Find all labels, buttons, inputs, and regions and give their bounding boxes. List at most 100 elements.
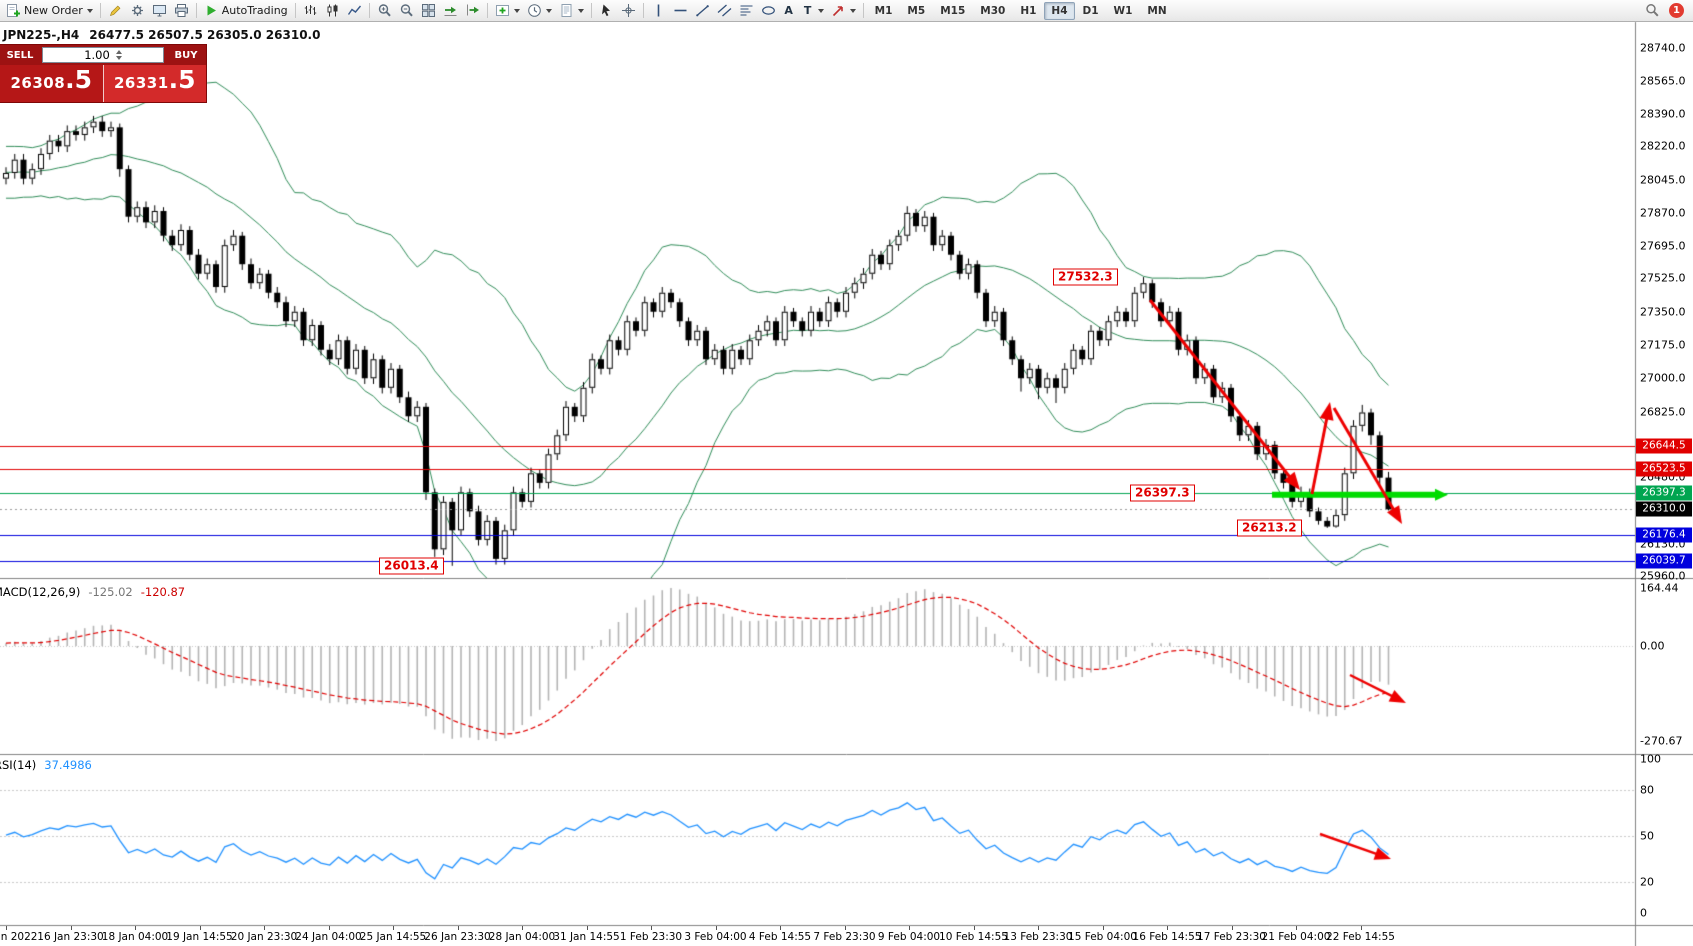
vertical-line-button[interactable] [648, 1, 669, 20]
rsi-value: 37.4986 [44, 758, 92, 772]
candlesticks-button[interactable] [322, 1, 343, 20]
line-chart-icon [347, 5, 361, 15]
toolbar-separator [590, 3, 592, 18]
buy-price: 26331 [113, 74, 169, 92]
new-order-button[interactable]: New Order [3, 1, 96, 20]
timeframe-toolbar: M1 M5 M15 M30 H1 H4 D1 W1 MN [868, 1, 1174, 20]
periods-button[interactable] [524, 1, 555, 20]
chart-shift-icon [466, 4, 479, 16]
text-label-icon: T [803, 4, 812, 17]
arrow-object-icon [832, 6, 843, 17]
timeframe-m30-button[interactable]: M30 [980, 4, 1006, 17]
horizontal-line-icon [674, 9, 687, 12]
indicators-button[interactable] [492, 1, 523, 20]
zoom-out-button[interactable] [396, 1, 417, 20]
timeframe-m15-button[interactable]: M15 [940, 4, 966, 17]
line-chart-button[interactable] [344, 1, 365, 20]
text-icon: A [784, 4, 793, 17]
zoom-out-icon [400, 4, 413, 17]
timeframe-mn-button[interactable]: MN [1147, 4, 1167, 17]
chart-shift-button[interactable] [462, 1, 483, 20]
trendline-icon [695, 5, 709, 17]
spinner-down-icon[interactable] [115, 56, 122, 60]
monitor-icon [152, 5, 166, 17]
ellipse-icon [761, 6, 775, 15]
cursor-icon [601, 4, 610, 17]
timeframe-h1-button[interactable]: H1 [1020, 4, 1037, 17]
chevron-down-icon [817, 8, 824, 13]
autotrading-button[interactable]: AutoTrading [201, 1, 291, 20]
toolbar-separator [294, 3, 296, 18]
volume-field[interactable]: 1.00 [42, 47, 164, 63]
new-order-label: New Order [24, 4, 83, 17]
macd-main-value: -125.02 [88, 585, 133, 599]
macd-indicator-header: MACD(12,26,9) -125.02 -120.87 [0, 585, 185, 599]
rsi-indicator-header: RSI(14) 37.4986 [0, 758, 92, 772]
timeframe-m1-button[interactable]: M1 [874, 4, 893, 17]
text-button[interactable]: A [780, 1, 798, 20]
tile-windows-button[interactable] [418, 1, 439, 20]
toolbar: New Order AutoTrading [0, 0, 1693, 22]
spinner-up-icon[interactable] [115, 50, 122, 54]
vertical-line-icon [657, 4, 659, 17]
trade-panel-prices: 26308.5 26331.5 [0, 65, 206, 102]
auto-scroll-button[interactable] [440, 1, 461, 20]
volume-spinner[interactable] [115, 50, 122, 60]
chevron-down-icon [849, 8, 856, 13]
macd-signal-value: -120.87 [140, 585, 186, 599]
bars-chart-button[interactable] [300, 1, 321, 20]
shapes-button[interactable] [758, 1, 779, 20]
channel-icon [717, 4, 732, 17]
fibonacci-button[interactable] [736, 1, 757, 20]
sell-button[interactable]: 26308.5 [0, 65, 104, 102]
toolbar-separator [99, 3, 101, 18]
candlestick-icon [327, 4, 338, 17]
clock-icon [527, 4, 541, 17]
options-button[interactable] [127, 1, 148, 20]
toolbar-separator [486, 3, 488, 18]
trade-panel-top-strip: SELL 1.00 BUY [0, 45, 206, 65]
fullscreen-button[interactable] [149, 1, 170, 20]
buy-price-fraction: .5 [168, 65, 196, 94]
horizontal-line-button[interactable] [670, 1, 691, 20]
chart-ohlc-header: JPN225-,H4 26477.5 26507.5 26305.0 26310… [3, 28, 320, 42]
crosshair-button[interactable] [618, 1, 639, 20]
chart-ohlc-values: 26477.5 26507.5 26305.0 26310.0 [89, 28, 321, 42]
print-button[interactable] [171, 1, 192, 20]
rsi-name: RSI(14) [0, 758, 37, 772]
trendline-button[interactable] [692, 1, 713, 20]
pencil-icon [109, 5, 121, 16]
toolbar-separator [195, 3, 197, 18]
zoom-in-icon [378, 4, 391, 17]
timeframe-h4-button[interactable]: H4 [1044, 1, 1075, 20]
buy-label: BUY [174, 49, 198, 61]
gear-icon [131, 5, 143, 16]
toolbar-right-group: 1 [1642, 1, 1690, 20]
toolbar-separator [642, 3, 644, 18]
printer-icon [174, 4, 188, 17]
notification-badge[interactable]: 1 [1669, 3, 1684, 18]
buy-button[interactable]: 26331.5 [103, 65, 206, 102]
auto-scroll-icon [444, 6, 457, 16]
text-label-button[interactable]: T [799, 1, 827, 20]
channel-button[interactable] [714, 1, 735, 20]
search-button[interactable] [1642, 1, 1663, 20]
toolbar-separator [368, 3, 370, 18]
sell-price: 26308 [10, 74, 66, 92]
arrows-button[interactable] [828, 1, 859, 20]
tile-windows-icon [421, 4, 435, 17]
chart-symbol-period: JPN225-,H4 [3, 28, 80, 42]
cursor-button[interactable] [596, 1, 617, 20]
toolbar-separator [862, 3, 864, 18]
timeframe-m5-button[interactable]: M5 [907, 4, 926, 17]
timeframe-w1-button[interactable]: W1 [1113, 4, 1133, 17]
volume-value: 1.00 [84, 48, 110, 62]
metaeditor-button[interactable] [105, 1, 126, 20]
chevron-down-icon [545, 8, 552, 13]
zoom-in-button[interactable] [374, 1, 395, 20]
search-icon [1646, 4, 1659, 17]
timeframe-d1-button[interactable]: D1 [1082, 4, 1099, 17]
templates-button[interactable] [556, 1, 587, 20]
